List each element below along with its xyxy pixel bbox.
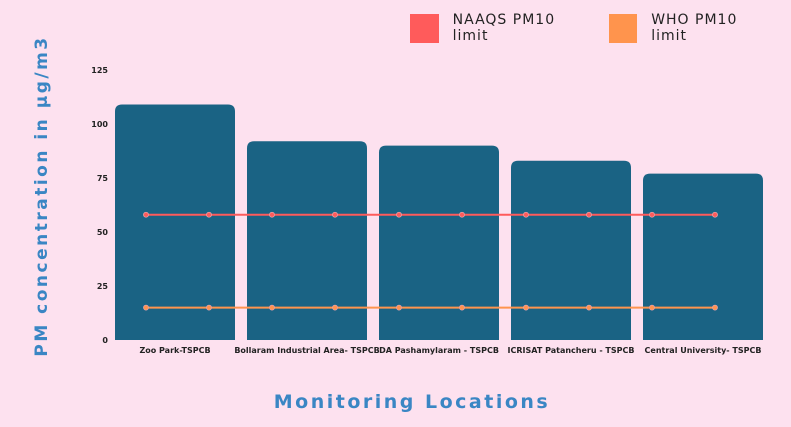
reference-point [206,211,212,218]
reference-point [396,211,402,218]
y-tick-label: 75 [97,174,109,183]
reference-point [649,211,655,218]
reference-point [459,211,465,218]
legend-item-naaqs: NAAQS PM10 limit [410,12,595,44]
bar [511,160,631,340]
bar [247,141,367,340]
legend: NAAQS PM10 limit WHO PM10 limit [410,12,791,44]
reference-point [523,304,529,311]
x-tick-label: ICRISAT Patancheru - TSPCB [508,346,635,355]
reference-point [332,304,338,311]
legend-item-who: WHO PM10 limit [608,12,777,44]
bar [379,145,499,340]
x-tick-label: Central University- TSPCB [645,346,762,355]
legend-swatch-who [608,13,638,43]
reference-point [586,211,592,218]
legend-swatch-naaqs [410,13,439,43]
reference-point [332,211,338,218]
reference-point [523,211,529,218]
y-tick-label: 25 [97,282,109,291]
reference-point [269,304,275,311]
y-axis-label: PM concentration in µg/m3 [32,35,52,357]
reference-point [586,304,592,311]
reference-point [712,211,718,218]
y-tick-label: 100 [91,120,108,129]
reference-point [143,211,149,218]
legend-label-naaqs: NAAQS PM10 limit [452,12,556,44]
bar [643,173,763,340]
reference-point [396,304,402,311]
y-tick-label: 0 [102,336,108,345]
x-tick-label: Bollaram Industrial Area- TSPCB [234,346,379,355]
reference-point [143,304,149,311]
y-tick-label: 125 [91,66,108,75]
reference-point [712,304,718,311]
x-tick-label: DA Pashamylaram - TSPCB [379,346,499,355]
reference-point [206,304,212,311]
bar [115,104,235,340]
reference-point [459,304,465,311]
reference-point [649,304,655,311]
y-tick-label: 50 [97,228,109,237]
x-tick-label: Zoo Park-TSPCB [139,346,210,355]
reference-point [269,211,275,218]
x-axis-label: Monitoring Locations [273,391,551,413]
legend-label-who: WHO PM10 limit [651,12,738,44]
